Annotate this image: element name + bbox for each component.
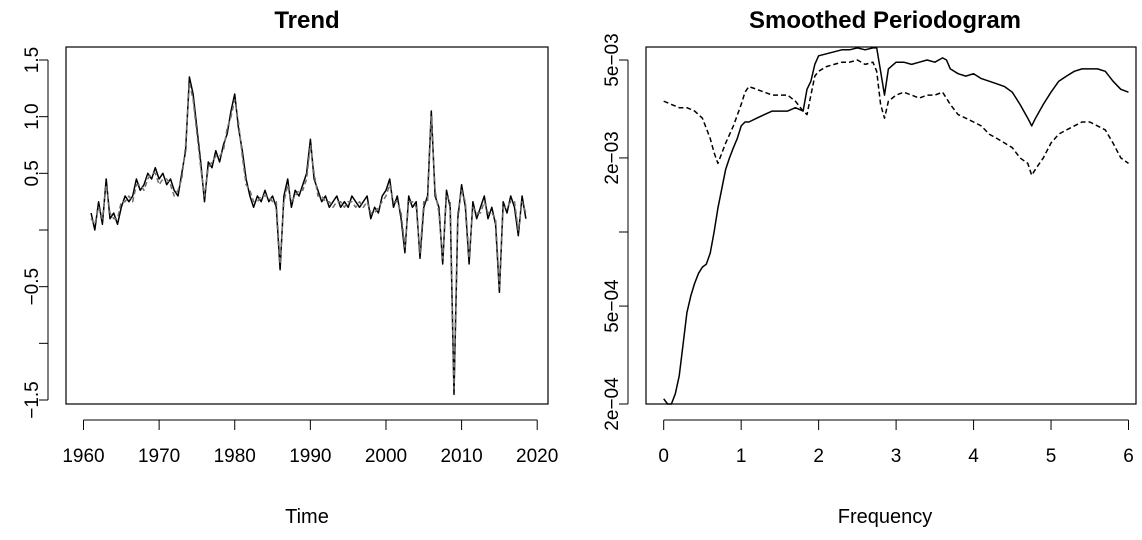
trend-x-tick-label: 1970	[138, 446, 180, 467]
trend-y-tick-label: 0.5	[22, 160, 43, 186]
trend-y-tick-label: 1.5	[22, 47, 43, 73]
trend-y-tick-label: 1.0	[22, 103, 43, 129]
trend-series-dashed-line	[90, 81, 527, 390]
trend-y-axis: −1.5 −0.5 0.5 1.0 1.5	[22, 47, 49, 419]
trend-series-group	[90, 76, 527, 396]
trend-x-tick-label: 1960	[62, 446, 104, 467]
periodogram-plot-frame	[645, 46, 1137, 405]
trend-x-axis-title: Time	[285, 506, 329, 528]
periodogram-title: Smoothed Periodogram	[749, 7, 1021, 34]
trend-x-axis: 1960 1970 1980 1990 2000 2010 2020	[62, 419, 558, 467]
periodogram-x-axis-title: Frequency	[838, 506, 933, 528]
trend-x-tick-label: 1980	[214, 446, 256, 467]
periodogram-series-solid-line	[663, 47, 1129, 405]
periodogram-x-tick-label: 1	[736, 446, 747, 467]
trend-x-tick-label: 1990	[289, 446, 331, 467]
periodogram-series-dashed-line	[663, 59, 1129, 177]
periodogram-y-axis: 2e−04 5e−04 2e−03 5e−03	[602, 33, 629, 431]
periodogram-x-tick-label: 3	[891, 446, 902, 467]
periodogram-x-tick-label: 0	[658, 446, 669, 467]
periodogram-y-tick-label: 5e−03	[602, 33, 623, 86]
trend-panel: Trend 1960 1970 1980 1990 2000 2010 2020 −1.5−…	[22, 7, 558, 528]
periodogram-series-group	[663, 47, 1129, 405]
trend-x-tick-label: 2000	[365, 446, 407, 467]
periodogram-x-tick-label: 4	[968, 446, 979, 467]
periodogram-y-tick-label: 5e−04	[602, 279, 623, 333]
periodogram-y-tick-label: 2e−04	[602, 377, 623, 431]
trend-y-tick-label: −0.5	[22, 268, 43, 306]
periodogram-y-tick-label: 2e−03	[602, 131, 623, 184]
trend-plot-frame	[65, 46, 549, 405]
periodogram-x-tick-label: 5	[1046, 446, 1057, 467]
periodogram-x-axis: 0 1 2 3 4 5 6	[658, 419, 1134, 467]
trend-title: Trend	[274, 7, 339, 34]
trend-y-tick-label: −1.5	[22, 381, 43, 419]
trend-x-tick-label: 2020	[516, 446, 558, 467]
trend-series-solid-line	[90, 76, 527, 396]
periodogram-x-tick-label: 2	[813, 446, 824, 467]
trend-x-tick-label: 2010	[440, 446, 482, 467]
periodogram-x-tick-label: 6	[1123, 446, 1134, 467]
